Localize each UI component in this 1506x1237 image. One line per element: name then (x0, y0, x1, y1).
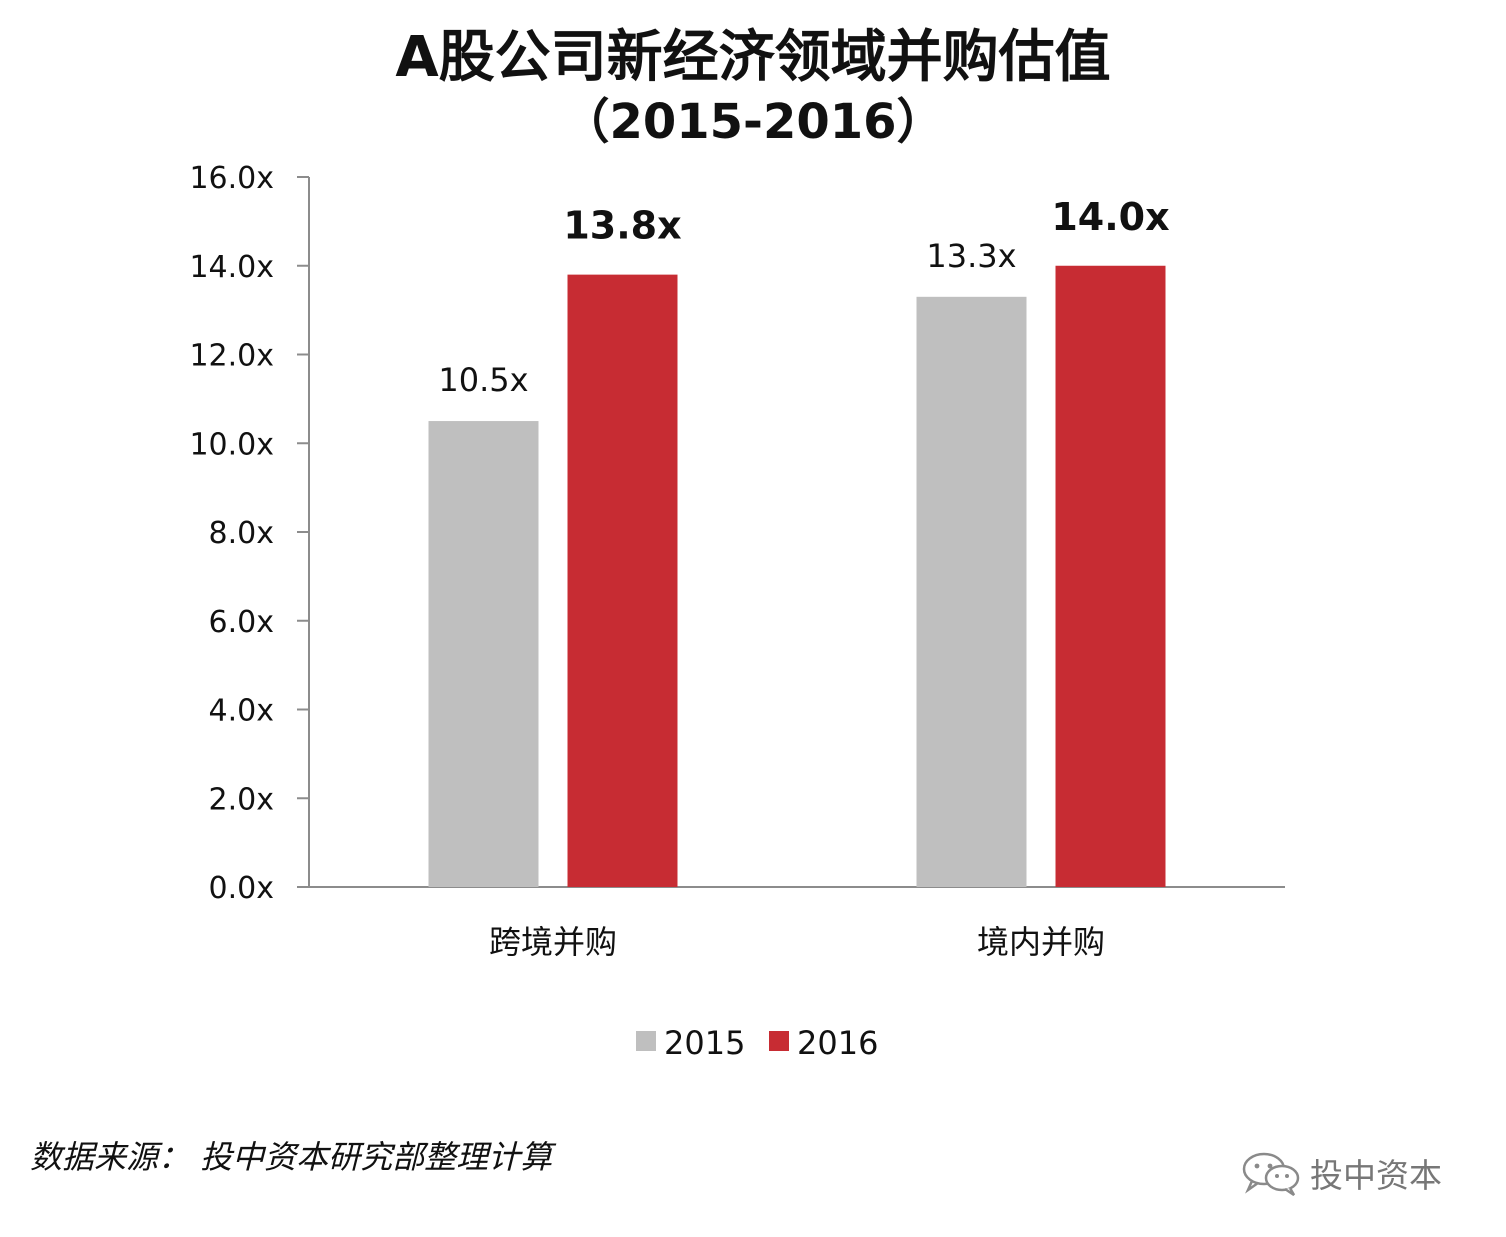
data-label: 10.5x (438, 361, 528, 399)
wechat-icon (1242, 1152, 1300, 1196)
watermark: 投中资本 (1240, 1148, 1442, 1198)
y-tick-label: 8.0x (209, 516, 274, 551)
legend-swatch (636, 1031, 656, 1051)
y-tick-label: 14.0x (189, 250, 274, 285)
y-tick-label: 0.0x (209, 871, 274, 906)
legend-label: 2016 (797, 1024, 878, 1062)
legend-label: 2015 (664, 1024, 745, 1062)
y-tick-label: 2.0x (209, 782, 274, 817)
data-label: 13.8x (563, 204, 681, 248)
bar (1055, 265, 1166, 887)
data-label: 14.0x (1051, 195, 1169, 239)
bar (916, 296, 1027, 887)
legend-swatch (769, 1031, 789, 1051)
chart-legend: 2015 2016 (636, 1024, 878, 1062)
chart-bars (428, 265, 1166, 887)
chart-data-labels: 10.5x 13.8x 13.3x 14.0x (438, 195, 1169, 399)
watermark-text: 投中资本 (1310, 1156, 1442, 1195)
source-note: 数据来源： 投中资本研究部整理计算 (30, 1138, 553, 1176)
y-tick-label: 16.0x (189, 161, 274, 196)
data-label: 13.3x (926, 237, 1016, 275)
x-category-label: 境内并购 (977, 923, 1105, 961)
chart-subtitle: （2015-2016） (561, 94, 945, 150)
x-category-label: 跨境并购 (489, 923, 617, 961)
y-tick-label: 10.0x (189, 427, 274, 462)
chart-axes: 0.0x 2.0x 4.0x 6.0x 8.0x 10.0x 12.0x 14.0x 16.0x… (189, 161, 1285, 961)
y-tick-label: 6.0x (209, 605, 274, 640)
y-tick-label: 4.0x (209, 694, 274, 729)
y-tick-label: 12.0x (189, 339, 274, 374)
bar (428, 421, 539, 887)
bar (567, 274, 678, 887)
chart-title: A股公司新经济领域并购估值 (395, 25, 1111, 90)
